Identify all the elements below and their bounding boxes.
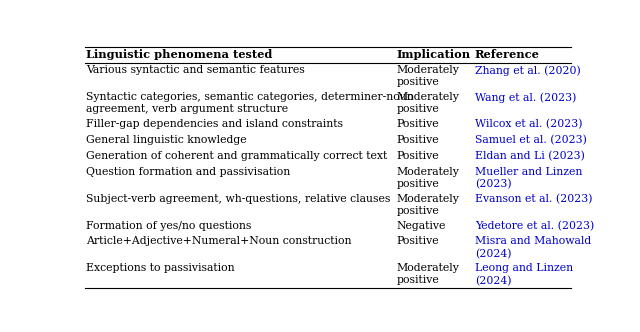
Text: Negative: Negative [396,221,446,231]
Text: Reference: Reference [475,49,540,60]
Text: Filler-gap dependencies and island constraints: Filler-gap dependencies and island const… [86,119,343,129]
Text: Misra and Mahowald
(2024): Misra and Mahowald (2024) [475,236,591,259]
Text: Positive: Positive [396,236,439,246]
Text: Article+Adjective+Numeral+Noun construction: Article+Adjective+Numeral+Noun construct… [86,236,351,246]
Text: Mueller and Linzen
(2023): Mueller and Linzen (2023) [475,167,582,189]
Text: Evanson et al. (2023): Evanson et al. (2023) [475,194,592,204]
Text: Formation of yes/no questions: Formation of yes/no questions [86,221,252,231]
Text: Moderately
positive: Moderately positive [396,65,460,87]
Text: Samuel et al. (2023): Samuel et al. (2023) [475,135,587,145]
Text: Wang et al. (2023): Wang et al. (2023) [475,92,576,103]
Text: Moderately
positive: Moderately positive [396,92,460,114]
Text: Generation of coherent and grammatically correct text: Generation of coherent and grammatically… [86,151,387,161]
Text: Implication: Implication [396,49,470,60]
Text: Syntactic categories, semantic categories, determiner-noun
agreement, verb argum: Syntactic categories, semantic categorie… [86,92,413,114]
Text: General linguistic knowledge: General linguistic knowledge [86,135,246,145]
Text: Moderately
positive: Moderately positive [396,167,460,189]
Text: Exceptions to passivisation: Exceptions to passivisation [86,263,235,273]
Text: Yedetore et al. (2023): Yedetore et al. (2023) [475,221,594,231]
Text: Wilcox et al. (2023): Wilcox et al. (2023) [475,119,582,130]
Text: Positive: Positive [396,151,439,161]
Text: Question formation and passivisation: Question formation and passivisation [86,167,290,177]
Text: Moderately
positive: Moderately positive [396,194,460,216]
Text: Subject-verb agreement, wh-questions, relative clauses: Subject-verb agreement, wh-questions, re… [86,194,390,204]
Text: Linguistic phenomena tested: Linguistic phenomena tested [86,49,273,60]
Text: Eldan and Li (2023): Eldan and Li (2023) [475,151,585,161]
Text: Various syntactic and semantic features: Various syntactic and semantic features [86,65,305,75]
Text: Leong and Linzen
(2024): Leong and Linzen (2024) [475,263,573,286]
Text: Positive: Positive [396,135,439,145]
Text: Positive: Positive [396,119,439,129]
Text: Zhang et al. (2020): Zhang et al. (2020) [475,65,580,76]
Text: Moderately
positive: Moderately positive [396,263,460,286]
